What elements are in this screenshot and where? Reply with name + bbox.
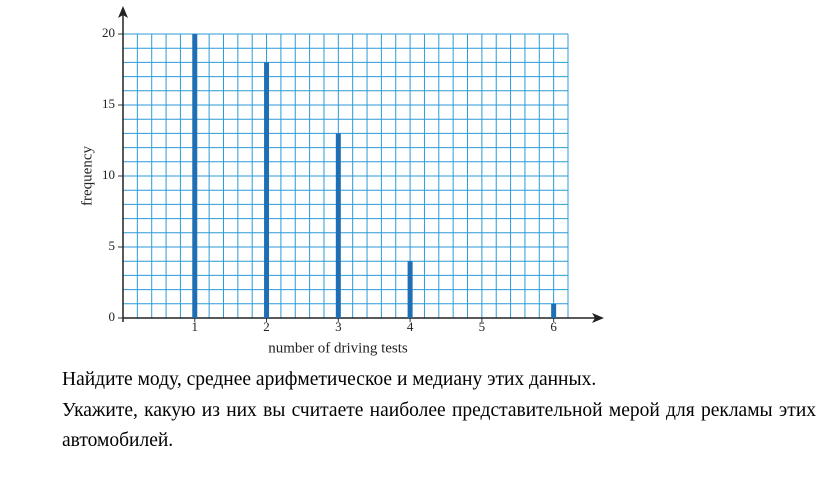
bar [551,303,557,318]
y-axis-label: frequency [79,146,95,206]
x-tick-label: 3 [335,319,342,334]
x-tick-label: 5 [479,319,486,334]
bar [192,34,198,318]
y-tick-label: 5 [109,238,116,253]
chart: number of driving tests frequency 051015… [79,6,604,356]
x-tick-label: 1 [192,319,199,334]
y-tick-label: 10 [102,167,115,182]
y-axis-arrow [118,6,128,18]
x-tick-label: 4 [407,319,414,334]
x-tick-label: 2 [263,319,270,334]
x-axis-label: number of driving tests [268,340,408,356]
y-tick-label: 15 [102,96,115,111]
bar [407,261,413,318]
bar [335,133,341,318]
y-tick-label: 20 [102,25,115,40]
x-tick-label: 6 [550,319,557,334]
instruction: Укажите, какую из них вы считаете наибол… [62,400,816,451]
y-tick-label: 0 [109,309,116,324]
bar [264,62,270,319]
question: Найдите моду, среднее арифметическое и м… [62,369,597,390]
x-axis-arrow [592,313,604,323]
